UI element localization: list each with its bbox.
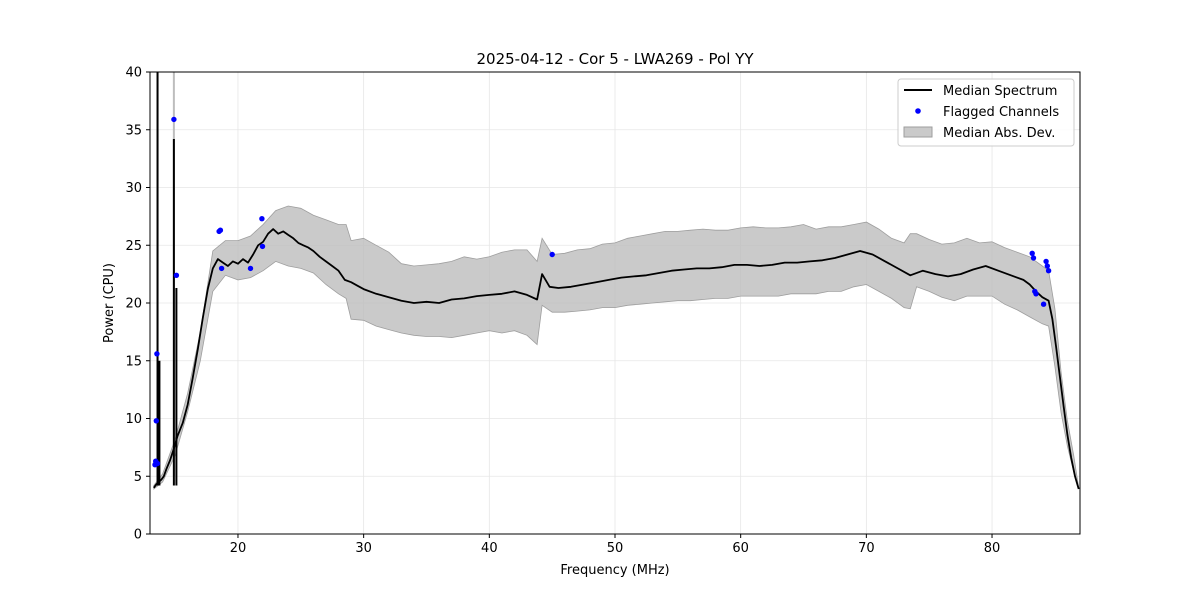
x-tick-label: 70 [858,541,875,556]
y-tick-label: 35 [125,123,142,138]
y-tick-label: 5 [134,470,142,485]
flagged-channel-point [549,251,555,258]
x-tick-label: 30 [355,541,372,556]
x-axis-label: Frequency (MHz) [560,563,669,578]
x-axis: 20 30 40 50 60 70 80 [230,534,1001,556]
flagged-channel-point [1029,250,1035,256]
x-tick-label: 40 [481,541,498,556]
flagged-channel-point [154,460,161,467]
median-spectrum-line [153,228,1080,490]
flagged-channel-point [1043,258,1049,265]
y-axis-label: Power (CPU) [102,263,117,343]
legend-mad-label: Median Abs. Dev. [943,126,1055,141]
y-axis: 0 5 10 15 20 25 30 35 40 [125,66,150,543]
y-tick-label: 30 [125,181,142,196]
flagged-channel-point [173,272,180,278]
legend-median-label: Median Spectrum [943,84,1057,99]
legend: Median Spectrum Flagged Channels Median … [897,78,1075,147]
legend-dot-swatch [915,108,921,114]
y-tick-label: 20 [125,297,142,312]
legend-flagged-label: Flagged Channels [943,105,1059,120]
y-tick-label: 15 [125,354,142,369]
y-tick-label: 25 [125,239,142,254]
flagged-channel-point [154,351,160,357]
flagged-channel-point [259,216,265,222]
y-tick-label: 10 [125,412,142,427]
x-tick-label: 80 [984,541,1001,556]
flagged-channel-point [153,418,159,424]
flagged-channel-point [1045,268,1052,274]
flagged-channel-point [217,227,224,233]
y-tick-label: 40 [125,66,142,81]
legend-box [897,78,1075,147]
flagged-channel-point [1033,291,1039,297]
flagged-channel-point [259,243,266,250]
x-tick-label: 60 [732,541,749,556]
x-tick-label: 50 [607,541,624,556]
flagged-channel-point [171,116,177,123]
flagged-channel-point [218,265,225,272]
y-tick-label: 0 [134,528,142,543]
flagged-channel-point [1030,255,1037,261]
flagged-channel-point [1044,263,1051,269]
legend-band-swatch [903,126,933,138]
flagged-channel-point [247,265,254,272]
x-tick-label: 20 [230,541,247,556]
chart-title: 2025-04-12 - Cor 5 - LWA269 - Pol YY [477,50,755,68]
plot-area [152,72,1080,490]
flagged-channel-point [1040,301,1047,307]
